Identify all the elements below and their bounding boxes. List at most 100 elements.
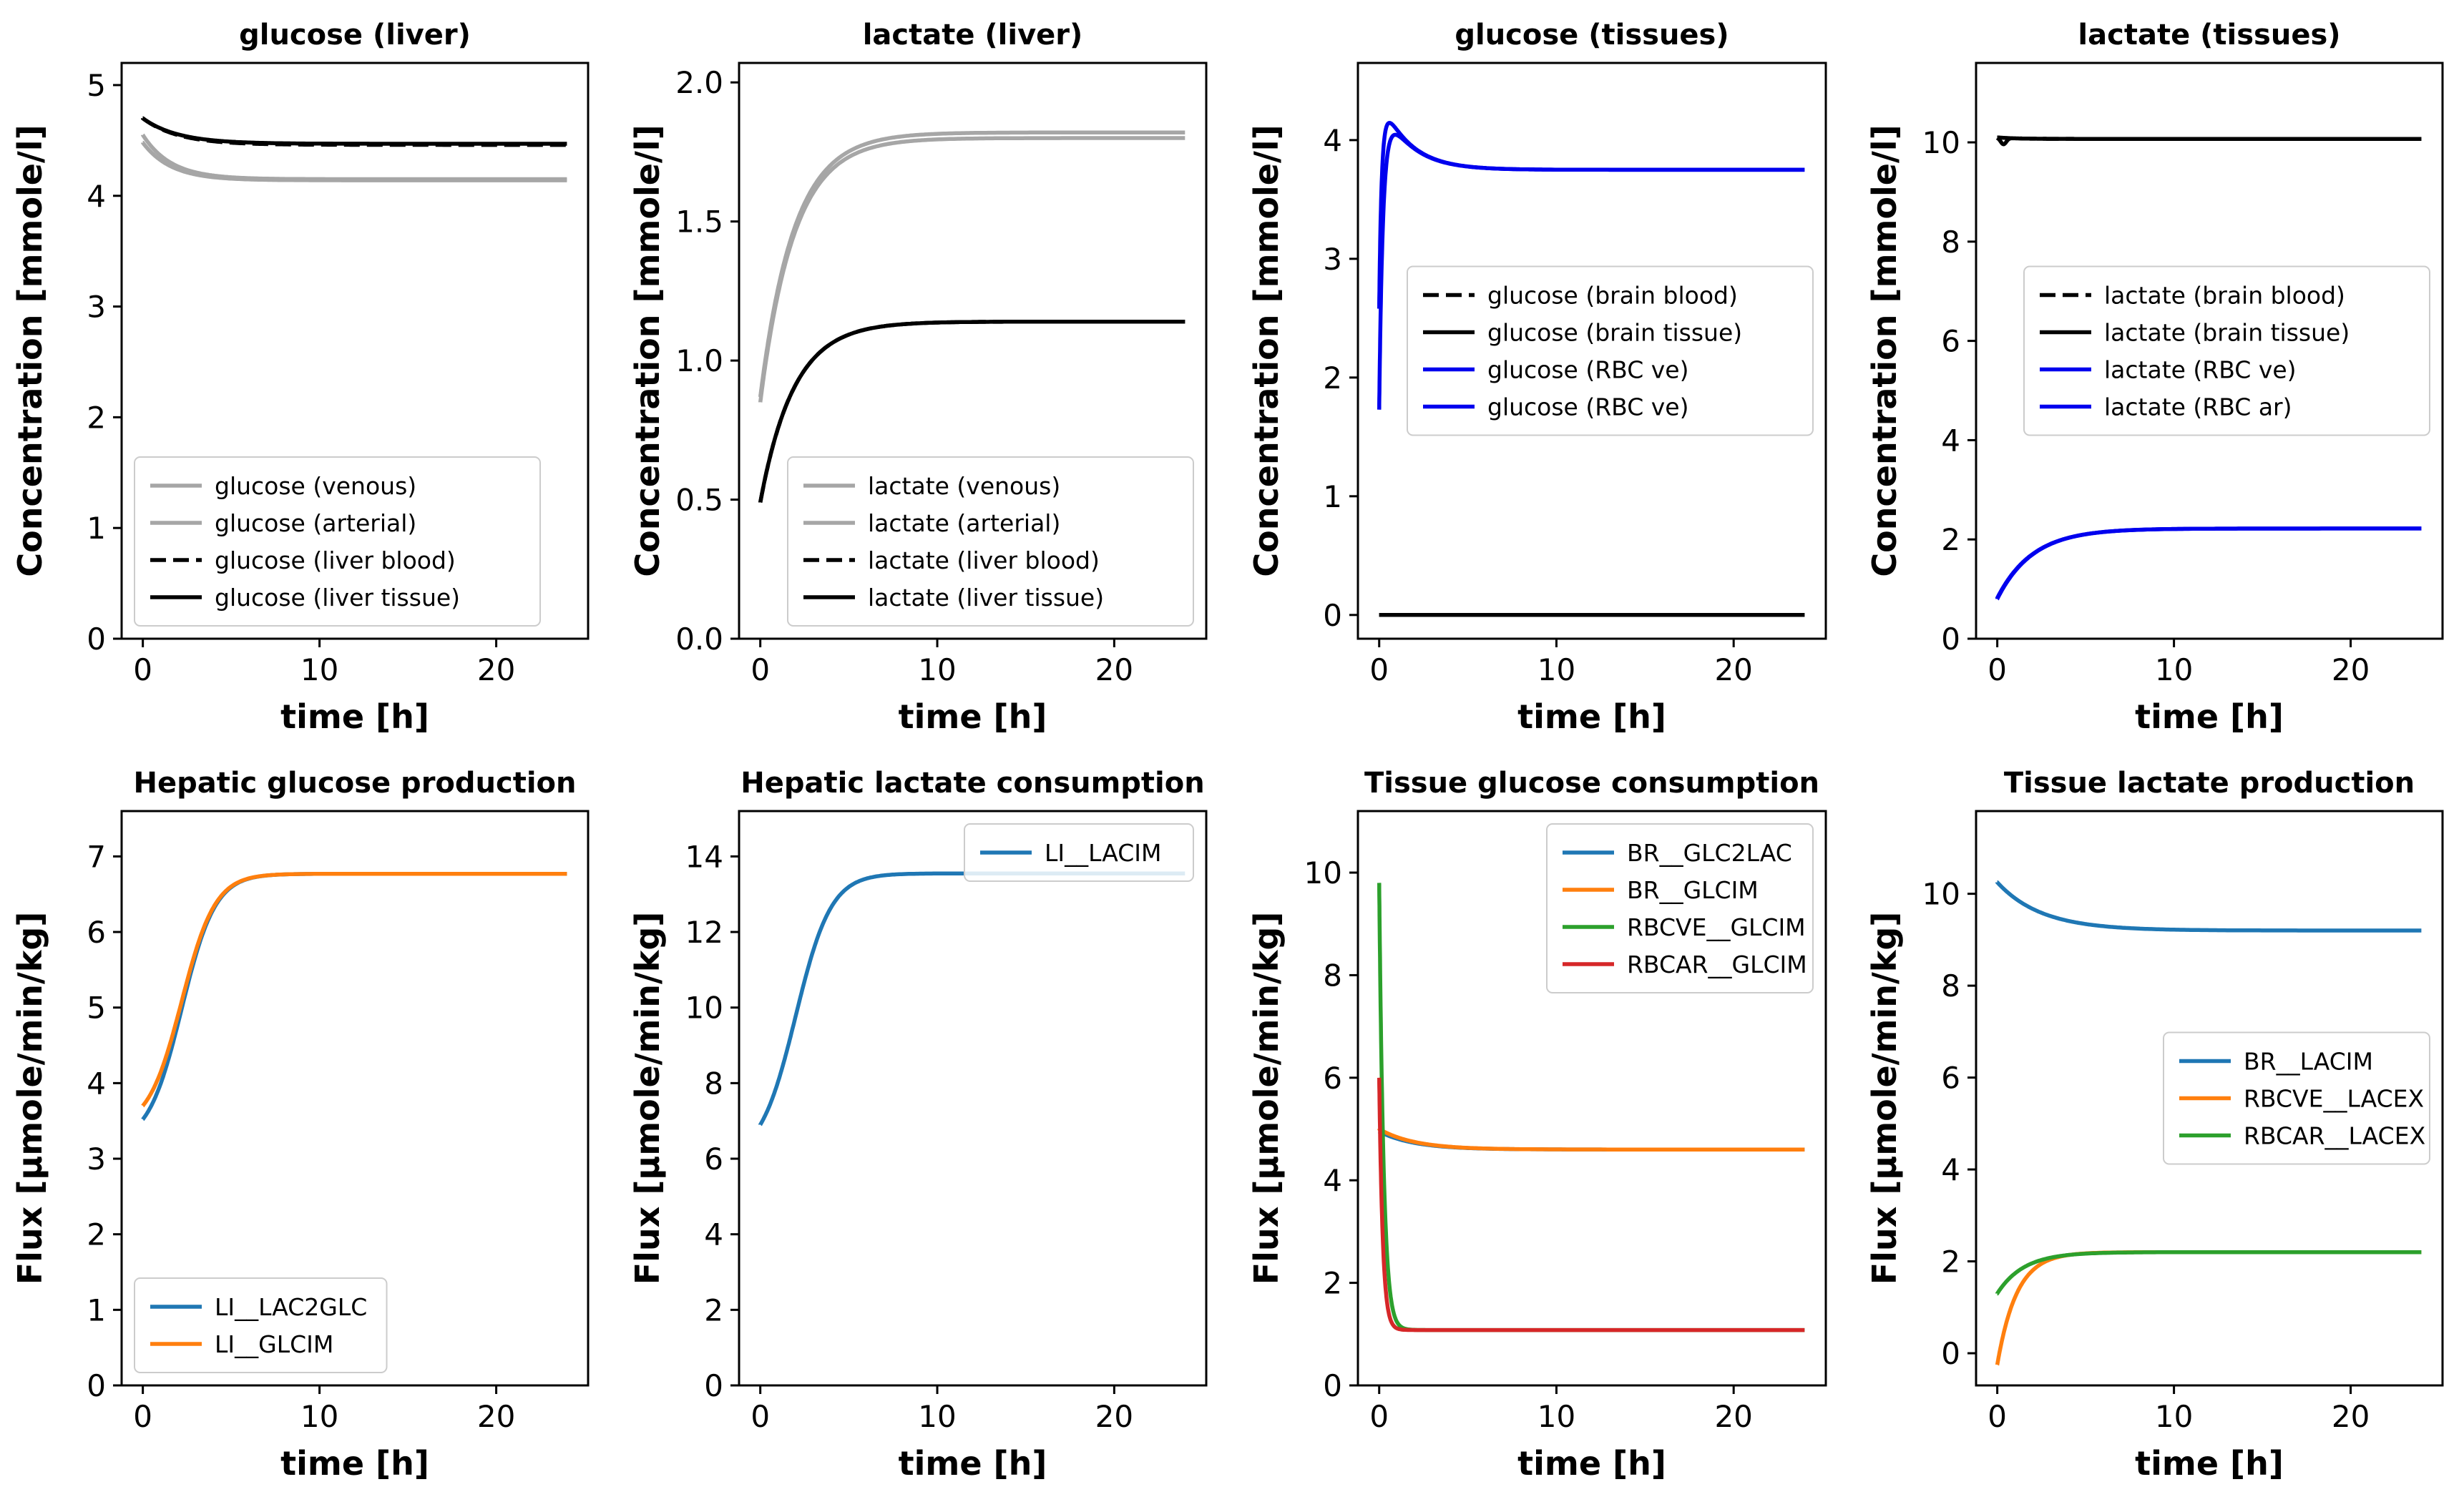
legend-label: LI__LACIM (1045, 839, 1162, 867)
y-tick-label: 12 (685, 915, 723, 950)
series-line-4 (1377, 121, 1805, 310)
legend-box (787, 456, 1194, 627)
series-line-1 (758, 136, 1185, 404)
y-tick-label: 10 (1922, 877, 1960, 912)
legend-box (1546, 823, 1814, 993)
legend: lactate (venous) lactate (arterial) lactat… (787, 456, 1194, 627)
x-tick-label: 0 (1369, 1399, 1389, 1434)
chart-panel-8: Tissue lactate production 0 10 20 0 2 4 6 8 10 tim… (1865, 767, 2444, 1483)
y-tick-label: 0 (87, 622, 106, 657)
chart-panel-4: lactate (tissues) 0 10 20 0 2 4 6 8 10 time [h] Con… (1865, 19, 2444, 736)
y-tick-label: 1.5 (675, 205, 723, 240)
y-tick-label: 6 (704, 1142, 723, 1177)
y-tick-label: 1 (1323, 479, 1342, 514)
y-tick-label: 0.0 (675, 622, 723, 657)
y-tick-label: 2 (1323, 360, 1342, 396)
x-tick-label: 10 (918, 1399, 956, 1434)
y-tick-label: 6 (1941, 324, 1960, 359)
x-axis-label: time [h] (1517, 1444, 1666, 1483)
y-axis-label: Concentration [mmole/l] (1865, 124, 1904, 576)
chart-panel-2: lactate (liver) 0 10 20 0.0 0.5 1.0 1.5 2.0 time … (628, 19, 1208, 736)
y-axis-label: Concentration [mmole/l] (11, 124, 49, 576)
y-tick-label: 1 (87, 511, 106, 546)
y-tick-label: 7 (87, 839, 106, 874)
y-tick-label: 3 (87, 1142, 106, 1177)
y-tick-label: 3 (1323, 242, 1342, 277)
y-tick-label: 1.0 (675, 343, 723, 378)
x-tick-label: 10 (1537, 1399, 1575, 1434)
y-tick-label: 4 (87, 1066, 106, 1101)
legend-label: LI__LAC2GLC (215, 1293, 367, 1321)
x-tick-label: 10 (300, 652, 338, 687)
y-tick-label: 4 (704, 1217, 723, 1252)
chart-panel-6: Hepatic lactate consumption 0 10 20 0 2 4 6 8 10 1… (628, 767, 1208, 1483)
chart-title: lactate (tissues) (2078, 19, 2340, 51)
legend-label: lactate (arterial) (868, 509, 1060, 537)
plot-frame (1356, 62, 1827, 640)
y-tick-label: 10 (1304, 855, 1342, 890)
series-line-4 (758, 319, 1185, 505)
y-tick-label: 10 (685, 991, 723, 1026)
y-axis-label: Flux [µmole/min/kg] (628, 912, 667, 1285)
chart-title: glucose (liver) (239, 19, 471, 51)
y-tick-label: 2 (704, 1292, 723, 1327)
legend-label: RBCVE__LACEX (2244, 1085, 2424, 1113)
legend-label: lactate (liver tissue) (868, 584, 1104, 612)
plot-frame (1356, 810, 1827, 1387)
legend-label: glucose (brain blood) (1487, 282, 1738, 310)
legend-label: BR__LACIM (2244, 1048, 2373, 1076)
y-tick-label: 2 (87, 1217, 106, 1252)
legend-label: lactate (RBC ve) (2104, 356, 2297, 384)
legend: BR__LACIM RBCVE__LACEX RBCAR__LACEX (2163, 1031, 2430, 1165)
legend-box (134, 456, 541, 627)
x-tick-label: 0 (133, 1399, 152, 1434)
y-tick-label: 14 (685, 839, 723, 874)
y-tick-label: 2 (1941, 522, 1960, 557)
plot-frame (738, 810, 1208, 1387)
x-tick-label: 20 (2332, 1399, 2370, 1434)
x-tick-label: 20 (477, 652, 515, 687)
chart-title: Hepatic glucose production (133, 767, 576, 800)
x-axis-label: time [h] (899, 1444, 1047, 1483)
legend-label: glucose (RBC ve) (1487, 393, 1688, 421)
series-line-4 (140, 116, 567, 146)
legend-label: lactate (venous) (868, 472, 1060, 500)
y-tick-label: 5 (87, 68, 106, 103)
y-tick-label: 8 (1323, 958, 1342, 993)
legend-box (2023, 265, 2430, 436)
x-axis-label: time [h] (280, 1444, 429, 1483)
y-tick-label: 4 (87, 179, 106, 214)
x-axis-label: time [h] (1517, 697, 1666, 736)
legend: BR__GLC2LAC BR__GLCIM RBCVE__GLCIM RBCAR__G… (1546, 823, 1814, 993)
y-tick-label: 6 (87, 915, 106, 950)
legend-box (1407, 265, 1814, 436)
chart-title: lactate (liver) (863, 19, 1083, 51)
legend: glucose (venous) glucose (arterial) glucos… (134, 456, 541, 627)
x-tick-label: 20 (477, 1399, 515, 1434)
x-tick-label: 20 (1095, 652, 1133, 687)
x-tick-label: 0 (1988, 1399, 2007, 1434)
legend-box (964, 823, 1194, 882)
chart-title: glucose (tissues) (1455, 19, 1729, 51)
y-axis-label: Flux [µmole/min/kg] (1865, 912, 1904, 1285)
y-tick-label: 0 (87, 1368, 106, 1403)
y-tick-label: 0 (1941, 1336, 1960, 1371)
series-line-4 (1377, 1076, 1805, 1332)
x-tick-label: 10 (1537, 652, 1575, 687)
series-line-2 (140, 871, 567, 1108)
series-line-1 (1995, 880, 2422, 933)
x-tick-label: 10 (300, 1399, 338, 1434)
x-tick-label: 0 (1369, 652, 1389, 687)
legend: lactate (brain blood) lactate (brain tiss… (2023, 265, 2430, 436)
y-axis-label: Concentration [mmole/l] (628, 124, 667, 576)
series-line-1 (140, 871, 567, 1121)
plot-frame (1975, 810, 2444, 1387)
y-tick-label: 4 (1941, 423, 1960, 458)
y-tick-label: 0 (704, 1368, 723, 1403)
series-line-2 (140, 132, 567, 182)
y-tick-label: 0.5 (675, 483, 723, 518)
x-axis-label: time [h] (2135, 1444, 2284, 1483)
y-tick-label: 4 (1323, 1163, 1342, 1198)
series-line-1 (758, 871, 1185, 1127)
